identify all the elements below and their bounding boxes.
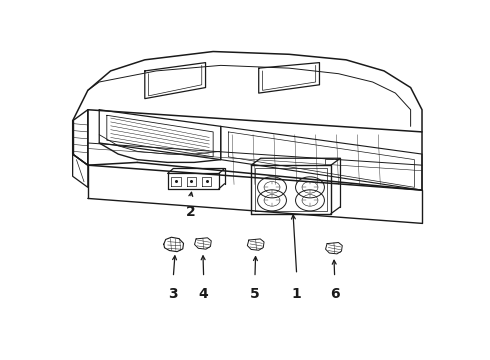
Text: 4: 4: [199, 287, 209, 301]
Text: 2: 2: [186, 205, 195, 219]
Text: 6: 6: [330, 287, 340, 301]
Text: 5: 5: [250, 287, 260, 301]
Text: 1: 1: [292, 287, 301, 301]
Text: 3: 3: [169, 287, 178, 301]
